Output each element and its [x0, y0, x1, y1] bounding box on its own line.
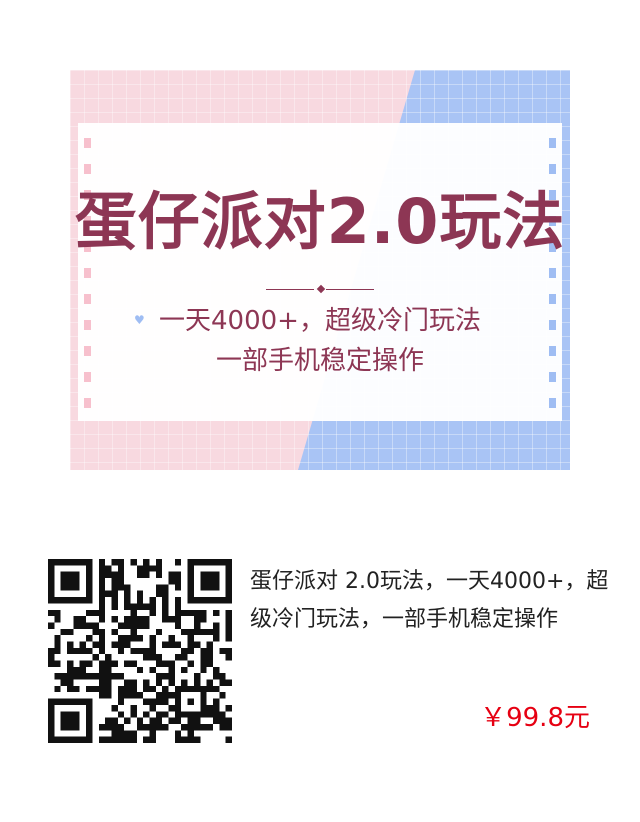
banner-title: 蛋仔派对2.0玩法: [74, 185, 566, 258]
product-banner-image: 蛋仔派对2.0玩法 ♥ 一天4000+，超级冷门玩法 一部手机稳定操作: [70, 70, 570, 470]
banner-divider-right: [326, 289, 374, 290]
banner-right-dash-stripe: [549, 138, 556, 408]
banner-divider-left: [266, 289, 314, 290]
banner-subtitle-line1: 一天4000+，超级冷门玩法: [159, 306, 481, 336]
heart-icon: ♥: [134, 313, 145, 327]
product-description: 蛋仔派对 2.0玩法，一天4000+，超级冷门玩法，一部手机稳定操作: [250, 569, 609, 632]
banner-left-dash-stripe: [84, 138, 91, 408]
qr-code-icon: [48, 559, 232, 743]
banner-card: [78, 123, 562, 421]
banner-subtitle-line2: 一部手机稳定操作: [215, 346, 424, 376]
product-price: ￥99.8元: [480, 703, 590, 733]
